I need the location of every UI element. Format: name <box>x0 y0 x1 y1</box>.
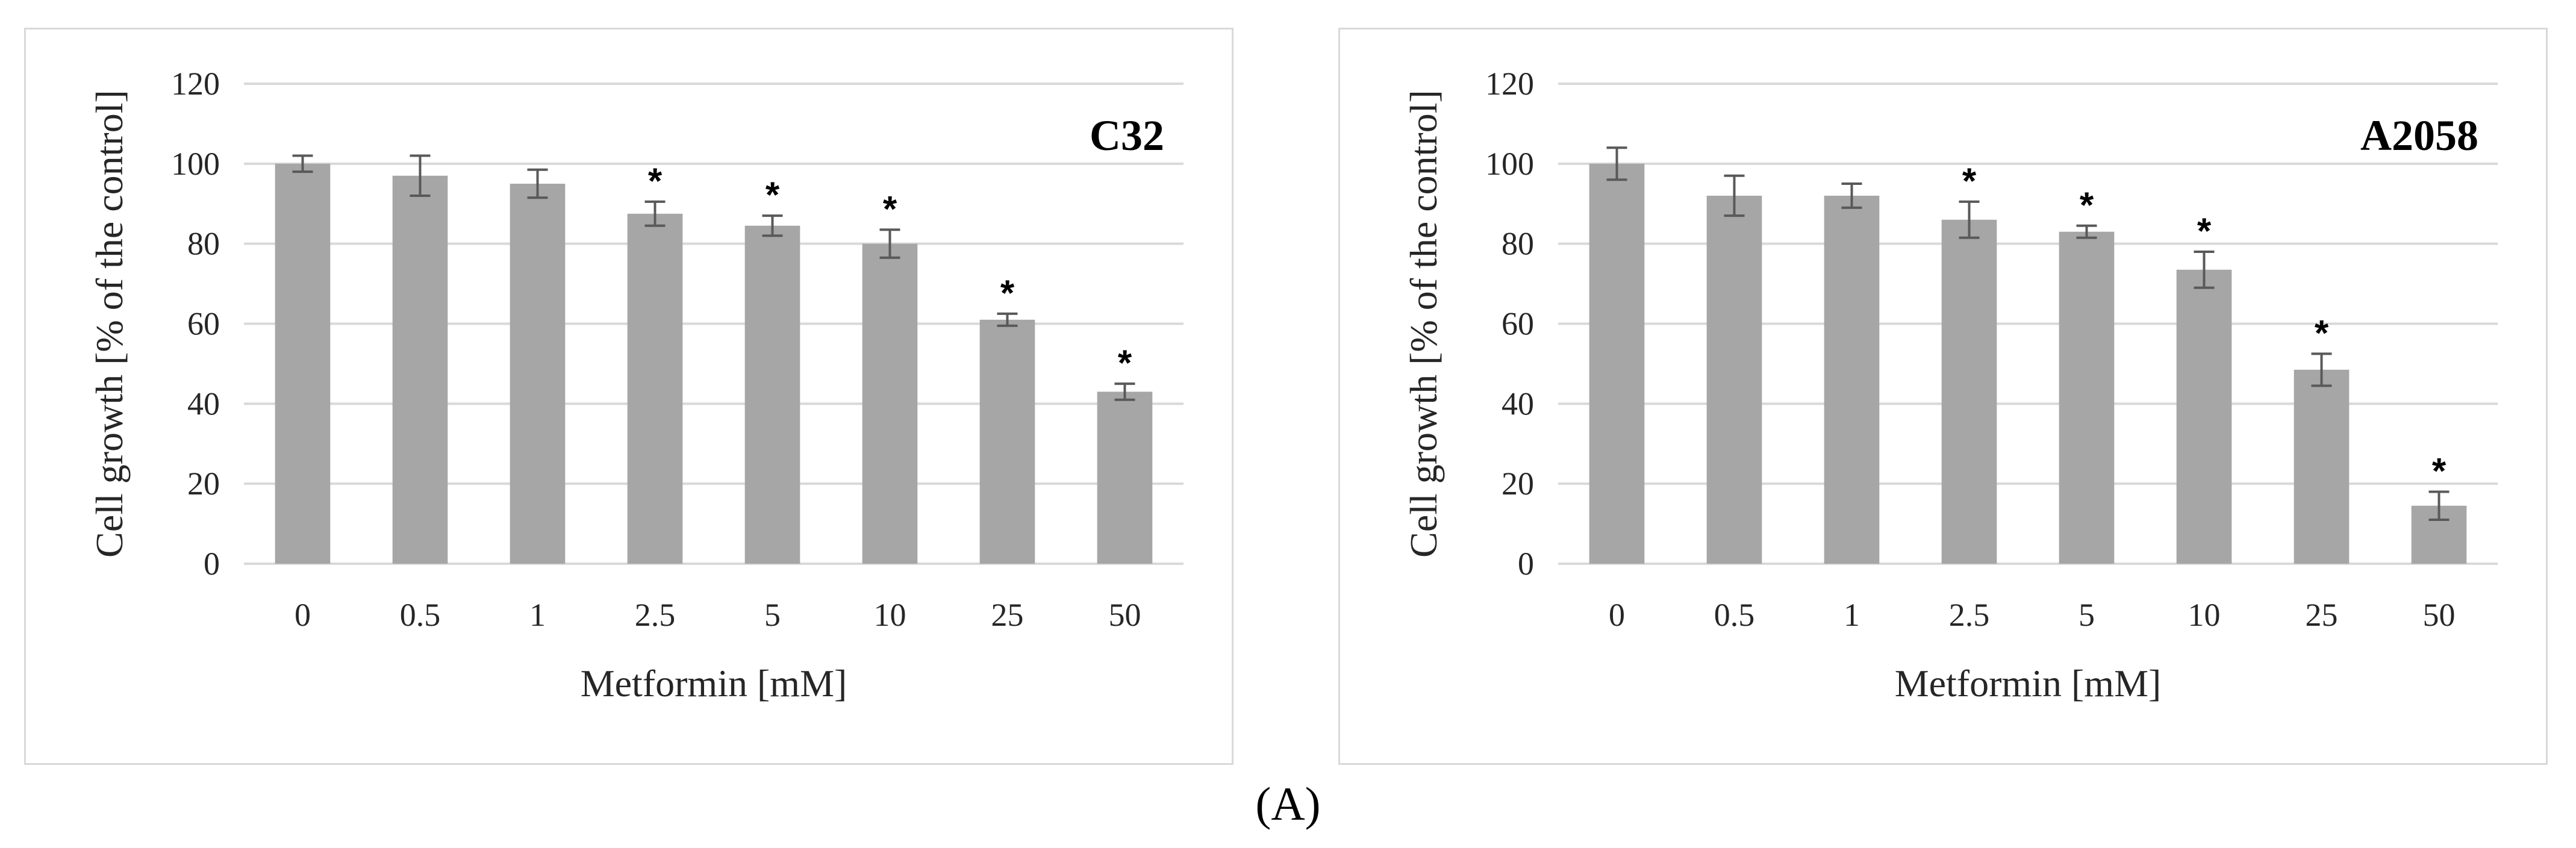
chart0-y-axis-title: Cell growth [% of the control] <box>88 90 131 558</box>
chart1-y-axis-title: Cell growth [% of the control] <box>1402 90 1445 558</box>
chart0-significance-marker: * <box>766 175 780 215</box>
chart1-error-bar <box>1959 200 1980 239</box>
chart1-bar-0 <box>1589 163 1645 564</box>
chart1-y-tick-label: 40 <box>1502 385 1534 422</box>
chart1-x-tick-label: 1 <box>1844 597 1860 633</box>
chart0-error-bar <box>527 168 548 199</box>
chart0-significance-marker: * <box>1118 343 1132 383</box>
chart1-cell-line-label: A2058 <box>2360 111 2478 160</box>
chart0-significance-marker: * <box>883 189 897 229</box>
chart1-y-tick-label: 20 <box>1502 466 1534 502</box>
chart0-y-tick-label: 100 <box>171 146 220 182</box>
chart1-x-axis-title: Metformin [mM] <box>1895 662 2162 705</box>
chart1-bar-25 <box>2294 369 2350 564</box>
chart0-significance-marker: * <box>1000 273 1015 313</box>
chart0-x-tick-label: 50 <box>1109 597 1141 633</box>
figure-label: (A) <box>1255 778 1321 830</box>
chart0-error-bar <box>644 200 666 227</box>
chart1-significance-marker: * <box>1962 161 1977 201</box>
chart0-x-axis-title: Metformin [mM] <box>581 662 847 705</box>
chart1-y-tick-label: 60 <box>1502 306 1534 342</box>
chart0-error-bar <box>410 154 431 197</box>
chart0-bar-50 <box>1097 391 1153 564</box>
chart1-significance-marker: * <box>2080 185 2094 225</box>
chart0-error-bar <box>762 214 783 237</box>
chart1-x-tick-label: 5 <box>2079 597 2095 633</box>
chart1-bar-1 <box>1824 195 1880 564</box>
chart1-x-tick-label: 10 <box>2188 597 2221 633</box>
chart0-bar-0 <box>275 163 331 564</box>
chart1-bar-2.5 <box>1941 219 1997 564</box>
chart1-error-bar <box>1724 174 1745 217</box>
chart0-x-tick-label: 1 <box>529 597 546 633</box>
chart0-error-bar <box>879 228 900 259</box>
chart0-bar-5 <box>744 225 800 564</box>
chart0-x-tick-label: 25 <box>991 597 1024 633</box>
chart1-error-bar <box>2194 250 2215 289</box>
chart1-y-tick-label: 120 <box>1485 66 1534 102</box>
chart0-y-tick-label: 20 <box>187 466 220 502</box>
chart0-x-tick-label: 5 <box>764 597 781 633</box>
chart1-error-bar <box>2076 224 2097 239</box>
chart0-y-tick-label: 60 <box>187 306 220 342</box>
chart0-bar-2.5 <box>627 213 683 564</box>
chart0-x-tick-label: 2.5 <box>635 597 676 633</box>
chart0-y-tick-label: 40 <box>187 385 220 422</box>
chart1-error-bar <box>1606 146 1627 181</box>
chart0-bar-10 <box>862 243 918 564</box>
chart0-error-bar <box>1114 382 1135 401</box>
chart0-y-tick-label: 80 <box>187 226 220 262</box>
chart0-bar-25 <box>979 319 1035 564</box>
chart1-bar-5 <box>2059 231 2115 564</box>
chart1-y-tick-label: 100 <box>1485 146 1534 182</box>
chart1-error-bar <box>2311 352 2332 387</box>
chart1-x-tick-label: 25 <box>2306 597 2338 633</box>
chart0-cell-line-label: C32 <box>1090 111 1164 160</box>
chart1-significance-marker: * <box>2197 211 2212 251</box>
chart1-significance-marker: * <box>2315 313 2329 353</box>
chart-c32: 0 20 40 60 80 100 120 0 0.5 1 * 2.5 * 5 * 10 * 25 * 50 Metfo… <box>88 66 1184 705</box>
chart0-x-tick-label: 0 <box>295 597 311 633</box>
chart-a2058: 0 20 40 60 80 100 120 0 0.5 1 * 2.5 * 5 * 10 * 25 * 50 Metfo… <box>1402 66 2498 705</box>
chart0-significance-marker: * <box>648 161 663 201</box>
chart0-error-bar <box>997 312 1018 327</box>
chart1-bar-0.5 <box>1706 195 1762 564</box>
chart1-x-tick-label: 50 <box>2423 597 2456 633</box>
chart1-y-tick-label: 0 <box>1518 546 1534 582</box>
chart1-x-tick-label: 0 <box>1609 597 1625 633</box>
chart0-error-bar <box>292 154 313 173</box>
chart0-x-tick-label: 10 <box>874 597 906 633</box>
chart1-bar-10 <box>2176 269 2232 564</box>
chart0-bar-0.5 <box>392 175 448 564</box>
chart1-y-tick-label: 80 <box>1502 226 1534 262</box>
chart-panel-a2058: 0 20 40 60 80 100 120 0 0.5 1 * 2.5 * 5 * 10 * 25 * 50 Metfo… <box>1338 28 2548 765</box>
chart0-x-tick-label: 0.5 <box>400 597 441 633</box>
chart-panel-c32: 0 20 40 60 80 100 120 0 0.5 1 * 2.5 * 5 * 10 * 25 * 50 Metfo… <box>24 28 1233 765</box>
chart0-y-tick-label: 120 <box>171 66 220 102</box>
chart0-bar-1 <box>510 184 566 564</box>
chart1-error-bar <box>1841 182 1862 209</box>
chart0-y-tick-label: 0 <box>204 546 220 582</box>
chart1-x-tick-label: 2.5 <box>1949 597 1990 633</box>
chart1-significance-marker: * <box>2432 450 2447 491</box>
chart1-error-bar <box>2428 490 2450 521</box>
chart1-x-tick-label: 0.5 <box>1714 597 1755 633</box>
